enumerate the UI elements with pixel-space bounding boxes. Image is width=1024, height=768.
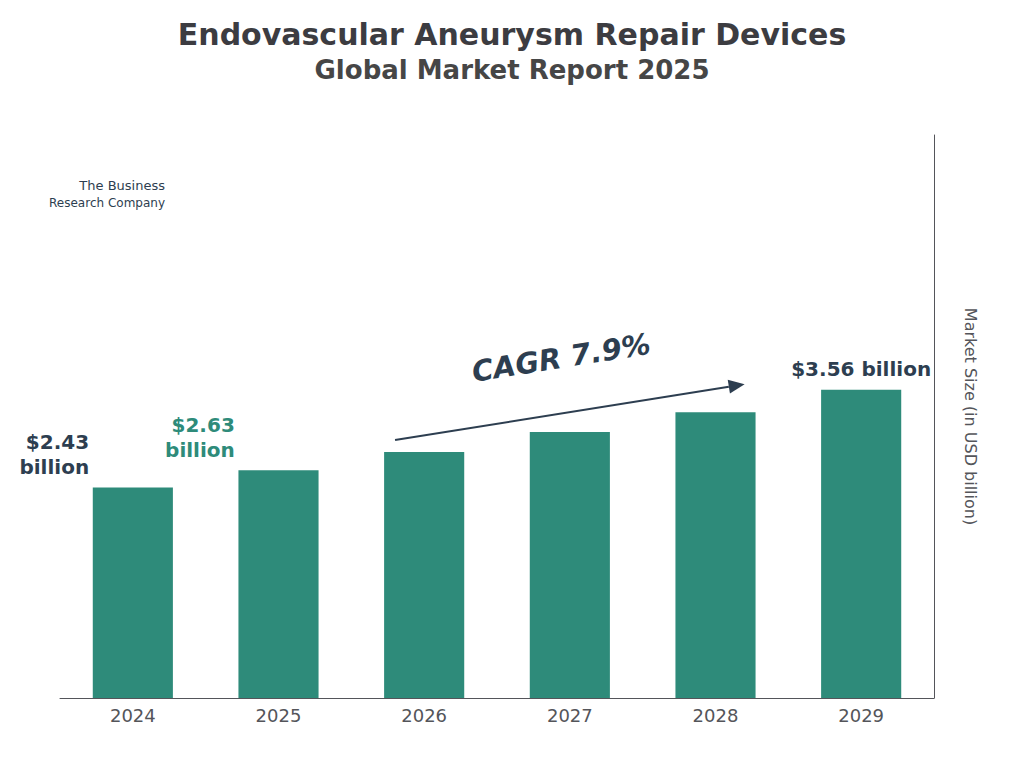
svg-text:billion: billion (165, 438, 235, 462)
svg-text:Market Size (in USD billion): Market Size (in USD billion) (961, 308, 980, 525)
svg-text:2024: 2024 (110, 705, 156, 726)
svg-text:Endovascular Aneurysm Repair D: Endovascular Aneurysm Repair Devices (178, 17, 846, 52)
svg-text:The Business: The Business (78, 178, 165, 193)
svg-text:2029: 2029 (838, 705, 884, 726)
svg-text:Global Market Report 2025: Global Market Report 2025 (315, 55, 710, 85)
svg-text:billion: billion (19, 455, 89, 479)
svg-text:2028: 2028 (693, 705, 739, 726)
svg-text:$2.63: $2.63 (172, 413, 235, 437)
svg-text:2026: 2026 (401, 705, 447, 726)
svg-text:$3.56 billion: $3.56 billion (791, 357, 931, 381)
svg-text:2027: 2027 (547, 705, 593, 726)
svg-text:Research Company: Research Company (49, 196, 165, 210)
svg-text:CAGR 7.9%: CAGR 7.9% (470, 327, 653, 389)
svg-text:$2.43: $2.43 (26, 430, 89, 454)
svg-text:2025: 2025 (256, 705, 302, 726)
